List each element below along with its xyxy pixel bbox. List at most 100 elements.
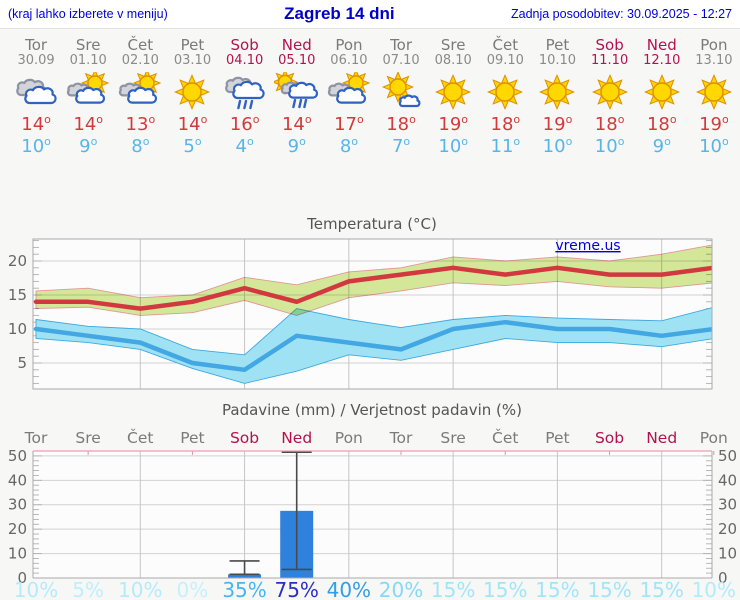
tmax-value: 19o (542, 113, 573, 136)
day-name-label: Pet (180, 36, 205, 54)
day-column: Pon 06.10 17o 8o (323, 29, 375, 169)
header: (kraj lahko izberete v meniju) Zagreb 14… (0, 0, 740, 29)
tmax-value: 19o (699, 113, 729, 136)
page-title: Zagreb 14 dni (284, 4, 395, 23)
weather-icon-box (688, 72, 740, 112)
tmax-value: 14o (73, 113, 104, 136)
day-date-label: 12.10 (643, 52, 681, 68)
precip-bar (228, 574, 262, 578)
day-name-label: Sob (595, 36, 624, 54)
tmax-value: 14o (177, 113, 208, 136)
precip-ytick-left: 30 (8, 496, 27, 514)
precip-probability-label: 75% (274, 578, 318, 600)
tmin-value: 9o (652, 134, 671, 157)
day-name-label: Sre (440, 36, 466, 54)
precip-probability-label: 15% (639, 578, 683, 600)
weather-icon-box (219, 72, 271, 112)
sunny-icon (591, 74, 628, 111)
day-column: Ned 05.10 14o 9o (271, 29, 323, 169)
day-column: Pet 10.10 19o 10o (531, 29, 583, 169)
tmin-value: 8o (131, 134, 150, 157)
precip-day-label: Sre (75, 429, 100, 447)
partly-icon (327, 72, 371, 104)
tmax-value: 18o (490, 113, 521, 136)
partly-icon (119, 72, 162, 104)
day-name-label: Čet (127, 36, 154, 54)
weather-icon-box (323, 72, 375, 112)
precip-day-label: Pet (545, 429, 569, 447)
day-date-label: 10.10 (538, 52, 577, 68)
day-column: Čet 02.10 13o 8o (114, 29, 166, 169)
tmax-value: 18o (386, 113, 416, 136)
temp-chart-title: Temperatura (°C) (306, 215, 437, 233)
day-name-label: Ned (281, 36, 312, 54)
weather-icon-box (114, 72, 166, 112)
day-column: Sob 04.10 16o 4o (219, 29, 271, 169)
day-name-label: Sre (75, 36, 101, 54)
day-date-label: 03.10 (173, 52, 212, 68)
day-date-label: 30.09 (17, 52, 55, 68)
day-column: Tor 07.10 18o 7o (375, 29, 427, 169)
precip-probability-label: 40% (327, 578, 371, 600)
day-date-label: 01.10 (69, 52, 107, 68)
precip-day-label: Pet (180, 429, 204, 447)
forecast-strip: Tor 30.09 14o 10o Sre 01.10 14o 9o Čet 02.10 13o 8o… (0, 29, 740, 169)
temp-ytick-label: 15 (8, 286, 27, 304)
precip-day-label: Ned (281, 429, 312, 447)
last-update: Zadnja posodobitev: 30.09.2025 - 12:27 (510, 7, 732, 21)
day-column: Sob 11.10 18o 10o (584, 29, 636, 169)
day-date-label: 02.10 (121, 52, 159, 68)
tmin-value: 8o (339, 134, 358, 157)
precip-probability-label: 35% (222, 578, 266, 600)
day-name-label: Pet (545, 36, 570, 54)
day-name-label: Tor (390, 36, 413, 54)
tmin-value: 10o (699, 134, 729, 157)
precip-day-label: Pon (335, 429, 363, 447)
weather-icon-box (584, 72, 636, 112)
precip-ytick-right: 10 (718, 545, 737, 563)
day-column: Ned 12.10 18o 9o (636, 29, 688, 169)
precip-chart-title: Padavine (mm) / Verjetnost padavin (%) (222, 401, 522, 419)
day-column: Pet 03.10 14o 5o (166, 29, 218, 169)
tmin-value: 5o (183, 134, 202, 157)
weather-icon-box (531, 72, 583, 112)
precip-ytick-right: 20 (718, 520, 737, 538)
weather-icon-box (375, 72, 427, 112)
precip-ytick-left: 0 (17, 569, 27, 587)
precip-probability-label: 15% (431, 578, 475, 600)
precip-day-label: Tor (389, 429, 413, 447)
day-column: Sre 01.10 14o 9o (62, 29, 114, 169)
tmin-value: 10o (594, 134, 625, 157)
tmax-value: 18o (594, 113, 625, 136)
temperature-chart: Temperatura (°C) 5 10 15 20 vreme.us (8, 215, 713, 390)
day-name-label: Ned (646, 36, 677, 54)
day-name-label: Čet (492, 36, 519, 54)
weather-icon-box (427, 72, 479, 112)
precip-ytick-right: 30 (718, 496, 737, 514)
day-name-label: Pon (700, 36, 728, 54)
tmin-value: 7o (391, 134, 411, 157)
day-date-label: 09.10 (486, 52, 524, 68)
temp-ytick-label: 10 (8, 320, 27, 338)
precip-probability-label: 0% (177, 578, 209, 600)
sunny-icon (643, 74, 680, 111)
tmax-value: 14o (21, 113, 51, 136)
sunny-icon (174, 74, 211, 111)
tmin-line (33, 319, 712, 373)
tmax-value: 13o (125, 113, 156, 136)
menu-note[interactable]: (kraj lahko izberete v meniju) (8, 7, 168, 21)
precip-day-label: Čet (127, 428, 153, 447)
day-date-label: 05.10 (278, 52, 316, 68)
precip-probability-label: 20% (379, 578, 423, 600)
precip-ytick-right: 50 (718, 447, 737, 465)
tmin-value: 10o (21, 134, 51, 157)
precip-ytick-left: 50 (8, 447, 27, 465)
precip-probability-label: 10% (14, 578, 58, 600)
day-date-label: 07.10 (382, 52, 420, 68)
day-date-label: 04.10 (226, 52, 264, 68)
watermark-link[interactable]: vreme.us (555, 238, 620, 254)
tmin-value: 11o (490, 134, 521, 157)
day-date-label: 13.10 (695, 52, 733, 68)
precip-ytick-right: 40 (718, 471, 737, 489)
tmax-value: 14o (281, 113, 312, 136)
